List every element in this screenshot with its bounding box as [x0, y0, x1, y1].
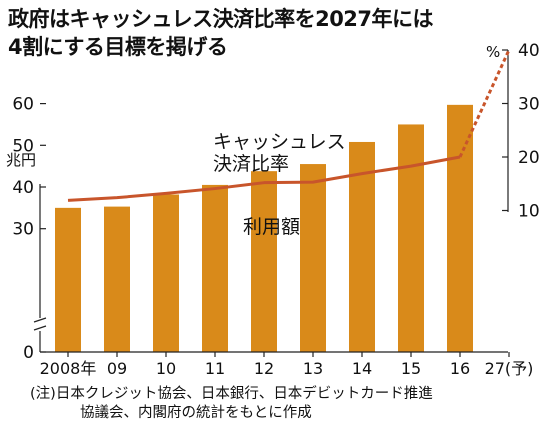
- footnote-line-1: (注)日本クレジット協会、日本銀行、日本デビットカード推進: [30, 386, 433, 402]
- left-tick-label-50: 50: [12, 136, 34, 156]
- chart-title-line-1: 政府はキャッシュレス決済比率を2027年には: [8, 7, 434, 31]
- right-tick-label-20: 20: [518, 148, 540, 168]
- x-tick-label-0: 2008年: [40, 359, 97, 378]
- line-series-label-1: キャッシュレス: [213, 131, 346, 153]
- x-tick-label-4: 12: [254, 359, 274, 378]
- bar-6: [349, 141, 375, 352]
- x-tick-label-1: 09: [107, 359, 127, 378]
- bar-4: [251, 171, 277, 352]
- bar-7: [398, 124, 424, 352]
- bar-8: [447, 104, 473, 352]
- left-tick-label-40: 40: [12, 178, 34, 198]
- left-axis-unit: 兆円: [6, 151, 36, 169]
- x-tick-label-3: 11: [205, 359, 225, 378]
- bar-1: [104, 206, 130, 352]
- right-tick-label-30: 30: [518, 95, 540, 115]
- left-tick-label-0: 0: [23, 343, 34, 363]
- bar-5: [300, 164, 326, 352]
- x-tick-label-2: 10: [156, 359, 176, 378]
- x-tick-label-8: 16: [450, 359, 470, 378]
- x-tick-label-5: 13: [303, 359, 323, 378]
- chart-title-line-2: 4割にする目標を掲げる: [8, 35, 228, 59]
- x-tick-label-9: 27(予): [485, 359, 534, 378]
- bar-2: [153, 194, 179, 352]
- bar-3: [202, 184, 228, 352]
- right-tick-label-10: 10: [518, 202, 540, 222]
- left-tick-label-30: 30: [12, 220, 34, 240]
- axis-break-mark: [33, 317, 47, 331]
- line-series-projection: [458, 49, 511, 158]
- right-tick-label-40: 40: [518, 41, 540, 61]
- right-axis-unit: %: [486, 43, 500, 61]
- footnote-line-2: 協議会、内閣府の統計をもとに作成: [80, 405, 312, 421]
- bar-0: [55, 207, 81, 352]
- x-tick-label-6: 14: [352, 359, 372, 378]
- line-series-label-2: 決済比率: [213, 153, 289, 175]
- left-tick-label-60: 60: [12, 95, 34, 115]
- x-tick-label-7: 15: [401, 359, 421, 378]
- bar-series-label: 利用額: [243, 216, 300, 238]
